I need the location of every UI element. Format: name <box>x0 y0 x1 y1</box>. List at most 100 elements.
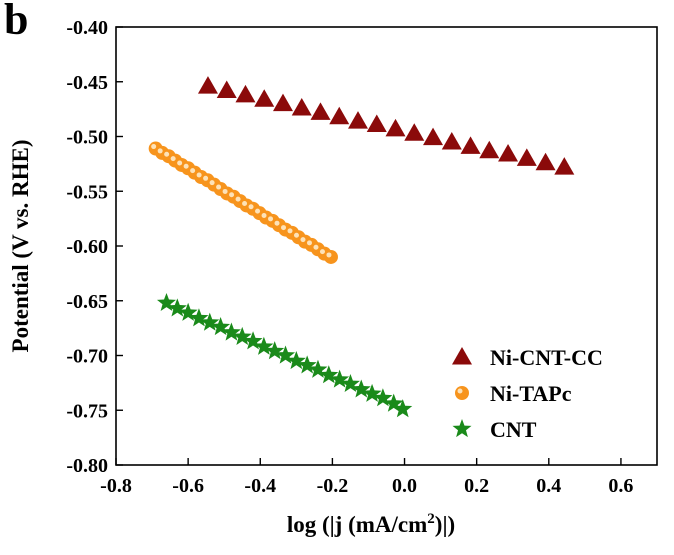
data-point-highlight <box>326 252 332 258</box>
data-point-highlight <box>268 216 274 222</box>
data-point <box>189 308 209 327</box>
data-point <box>393 399 413 418</box>
data-point <box>297 355 317 374</box>
data-point <box>441 131 462 150</box>
data-point <box>200 312 220 331</box>
data-point-highlight <box>274 220 280 226</box>
x-axis-label-main: log (|j (mA/cm <box>287 512 427 537</box>
data-point <box>235 84 256 103</box>
data-point <box>167 298 187 317</box>
legend-marker <box>455 386 469 400</box>
x-tick-label: -0.2 <box>317 475 349 497</box>
data-point <box>384 393 404 412</box>
data-point-highlight <box>196 172 202 178</box>
x-axis-label-superscript: 2 <box>427 511 435 527</box>
data-point <box>351 379 371 398</box>
data-point <box>348 111 369 129</box>
data-point-highlight <box>151 144 157 150</box>
series-ni-tapc <box>148 141 338 264</box>
data-point <box>197 76 218 94</box>
data-point-highlight <box>183 163 189 169</box>
data-point <box>498 144 519 162</box>
series-cnt <box>156 292 413 418</box>
data-point <box>243 331 263 350</box>
data-point <box>308 359 328 378</box>
data-point <box>254 89 275 107</box>
data-point <box>272 93 293 112</box>
axes: -0.8 -0.6 -0.4 -0.2 0.0 0.2 0.4 0.6 -0.80 -0.75 -0… <box>66 17 658 497</box>
x-tick-label: -0.8 <box>100 475 132 497</box>
data-point <box>254 336 274 355</box>
y-tick-label: -0.80 <box>66 455 108 477</box>
data-point-highlight <box>164 151 170 157</box>
y-tick-label: -0.45 <box>66 72 108 94</box>
data-point-body <box>323 249 338 264</box>
data-point <box>156 292 176 312</box>
y-tick-label: -0.55 <box>66 181 108 203</box>
data-point <box>460 136 481 154</box>
y-axis-label: Potential (V vs. RHE) <box>8 140 33 353</box>
data-point-highlight <box>306 240 312 246</box>
data-point <box>319 365 339 384</box>
data-point <box>232 326 252 345</box>
y-tick-label: -0.75 <box>66 400 108 422</box>
data-point <box>211 317 231 336</box>
data-point <box>366 114 387 132</box>
data-point-highlight <box>300 237 306 243</box>
data-point <box>291 98 312 116</box>
data-point-highlight <box>319 249 325 255</box>
y-tick-label: -0.50 <box>66 127 108 149</box>
data-point-highlight <box>216 184 222 190</box>
data-point <box>178 302 198 321</box>
legend-label: Ni-TAPc <box>490 381 572 406</box>
data-point-highlight <box>170 156 176 162</box>
data-point <box>362 383 382 402</box>
series-ni-cnt-cc <box>197 76 575 175</box>
data-points <box>148 76 575 418</box>
data-point <box>216 80 237 99</box>
x-tick-label: 0.2 <box>464 475 489 497</box>
data-point <box>404 123 425 141</box>
y-tick-label: -0.40 <box>66 17 108 39</box>
legend-marker-highlight <box>457 388 463 394</box>
data-point-highlight <box>261 213 267 219</box>
x-tick-label: -0.6 <box>172 475 204 497</box>
legend-marker-body <box>455 386 469 400</box>
legend-marker <box>452 347 472 365</box>
x-tick-label: 0.6 <box>608 475 633 497</box>
legend-marker <box>452 419 472 438</box>
data-point <box>385 118 406 137</box>
data-point-highlight <box>190 168 196 174</box>
data-point <box>330 369 350 388</box>
data-point <box>265 341 285 360</box>
data-point <box>323 249 338 264</box>
data-point <box>340 373 360 393</box>
x-axis-label-tail: )|) <box>435 512 455 537</box>
data-point <box>554 157 575 175</box>
data-point-highlight <box>287 228 293 234</box>
x-tick-label: 0.0 <box>392 475 417 497</box>
y-tick-label: -0.65 <box>66 291 108 313</box>
x-axis-label: log (|j (mA/cm2)|) <box>287 511 455 537</box>
data-point <box>276 345 296 364</box>
y-tick-label: -0.70 <box>66 346 108 368</box>
data-point <box>329 106 350 125</box>
legend-label: CNT <box>490 417 537 442</box>
data-point-highlight <box>281 225 287 231</box>
legend: Ni-CNT-CC Ni-TAPc CNT <box>452 345 603 442</box>
data-point-highlight <box>157 148 163 154</box>
data-point-highlight <box>229 192 235 198</box>
panel-label: b <box>4 0 29 44</box>
data-point <box>479 140 500 159</box>
data-point <box>535 152 556 171</box>
data-point-highlight <box>248 204 254 210</box>
y-tick-label: -0.60 <box>66 236 108 258</box>
data-point-highlight <box>203 175 209 181</box>
data-point <box>221 322 241 341</box>
data-point <box>423 127 444 146</box>
data-point-highlight <box>177 160 183 166</box>
data-point-highlight <box>222 188 228 194</box>
data-point-highlight <box>209 180 215 186</box>
